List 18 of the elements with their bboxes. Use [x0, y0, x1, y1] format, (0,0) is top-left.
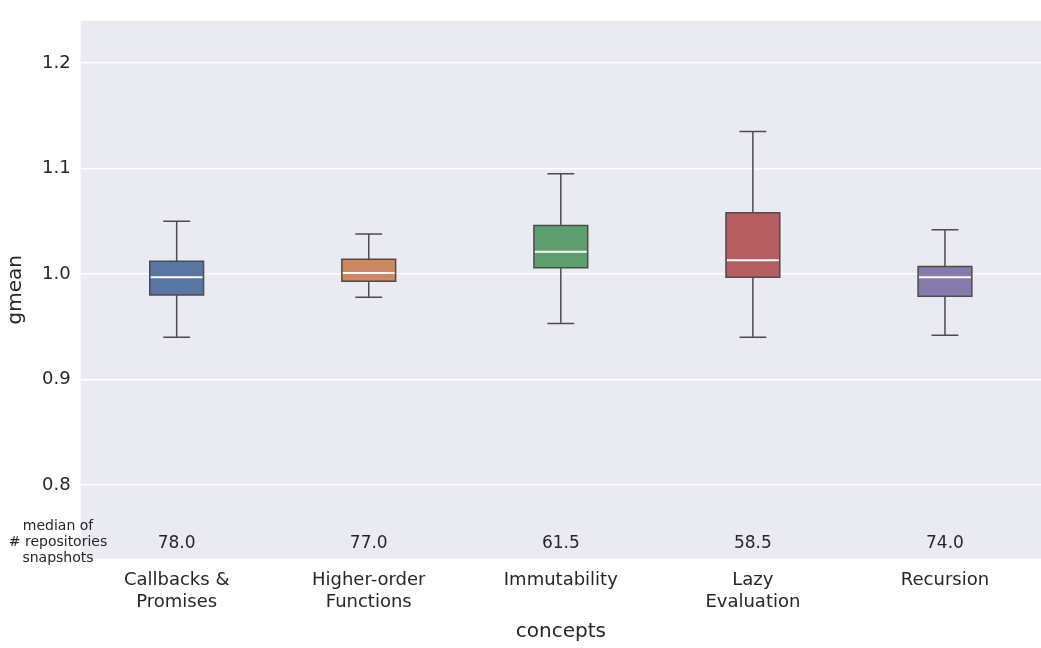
annotation: 61.5 [541, 532, 580, 553]
y-axis-title: gmean [2, 255, 27, 325]
x-tick-label: Recursion [900, 568, 990, 590]
y-tick-label: 1.1 [41, 156, 71, 178]
annotation: 77.0 [349, 532, 388, 553]
y-tick-label: 1.2 [41, 50, 71, 72]
y-tick-label: 1.0 [41, 261, 71, 283]
y-tick-label: 0.8 [41, 472, 71, 494]
annotation: median of # repositories snapshots [8, 517, 108, 566]
annotation: 74.0 [926, 532, 964, 553]
x-tick-label: Immutability [503, 568, 619, 590]
annotation: 78.0 [157, 532, 196, 553]
annotation: 58.5 [733, 532, 772, 553]
x-axis-title: concepts [515, 618, 606, 643]
x-tick-label: Lazy Evaluation [705, 568, 801, 611]
y-tick-label: 0.9 [41, 367, 71, 389]
x-tick-label: Higher-order Functions [311, 568, 427, 611]
x-tick-label: Callbacks & Promises [123, 568, 230, 611]
